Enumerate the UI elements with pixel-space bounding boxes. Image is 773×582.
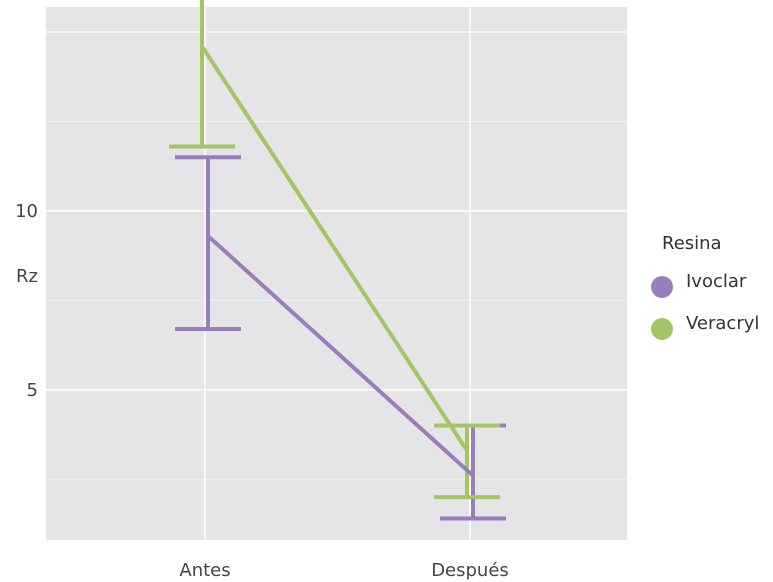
y-tick-label: 5 xyxy=(27,380,38,401)
plot-panel xyxy=(46,7,627,540)
y-tick-label: 10 xyxy=(15,201,38,222)
series-line-veracryl xyxy=(200,45,469,452)
legend-title: Resina xyxy=(662,233,722,254)
legend-key-ivoclar xyxy=(651,276,673,298)
series-lines xyxy=(200,45,475,478)
series-line-ivoclar xyxy=(206,234,475,478)
error-bars xyxy=(169,0,506,521)
legend-key-veracryl xyxy=(651,318,673,340)
legend: Resina Ivoclar Veracryl xyxy=(651,233,759,340)
x-tick-label: Antes xyxy=(179,560,230,581)
y-axis-label: Rz xyxy=(16,266,38,287)
grid xyxy=(46,7,627,540)
y-axis: 5 10 xyxy=(15,201,38,401)
legend-label-ivoclar: Ivoclar xyxy=(686,271,747,292)
legend-label-veracryl: Veracryl xyxy=(686,313,759,334)
x-tick-label: Después xyxy=(431,560,509,581)
x-axis: Antes Después xyxy=(179,560,508,581)
